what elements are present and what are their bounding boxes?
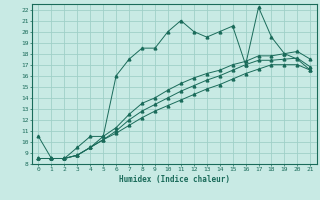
X-axis label: Humidex (Indice chaleur): Humidex (Indice chaleur) bbox=[119, 175, 230, 184]
